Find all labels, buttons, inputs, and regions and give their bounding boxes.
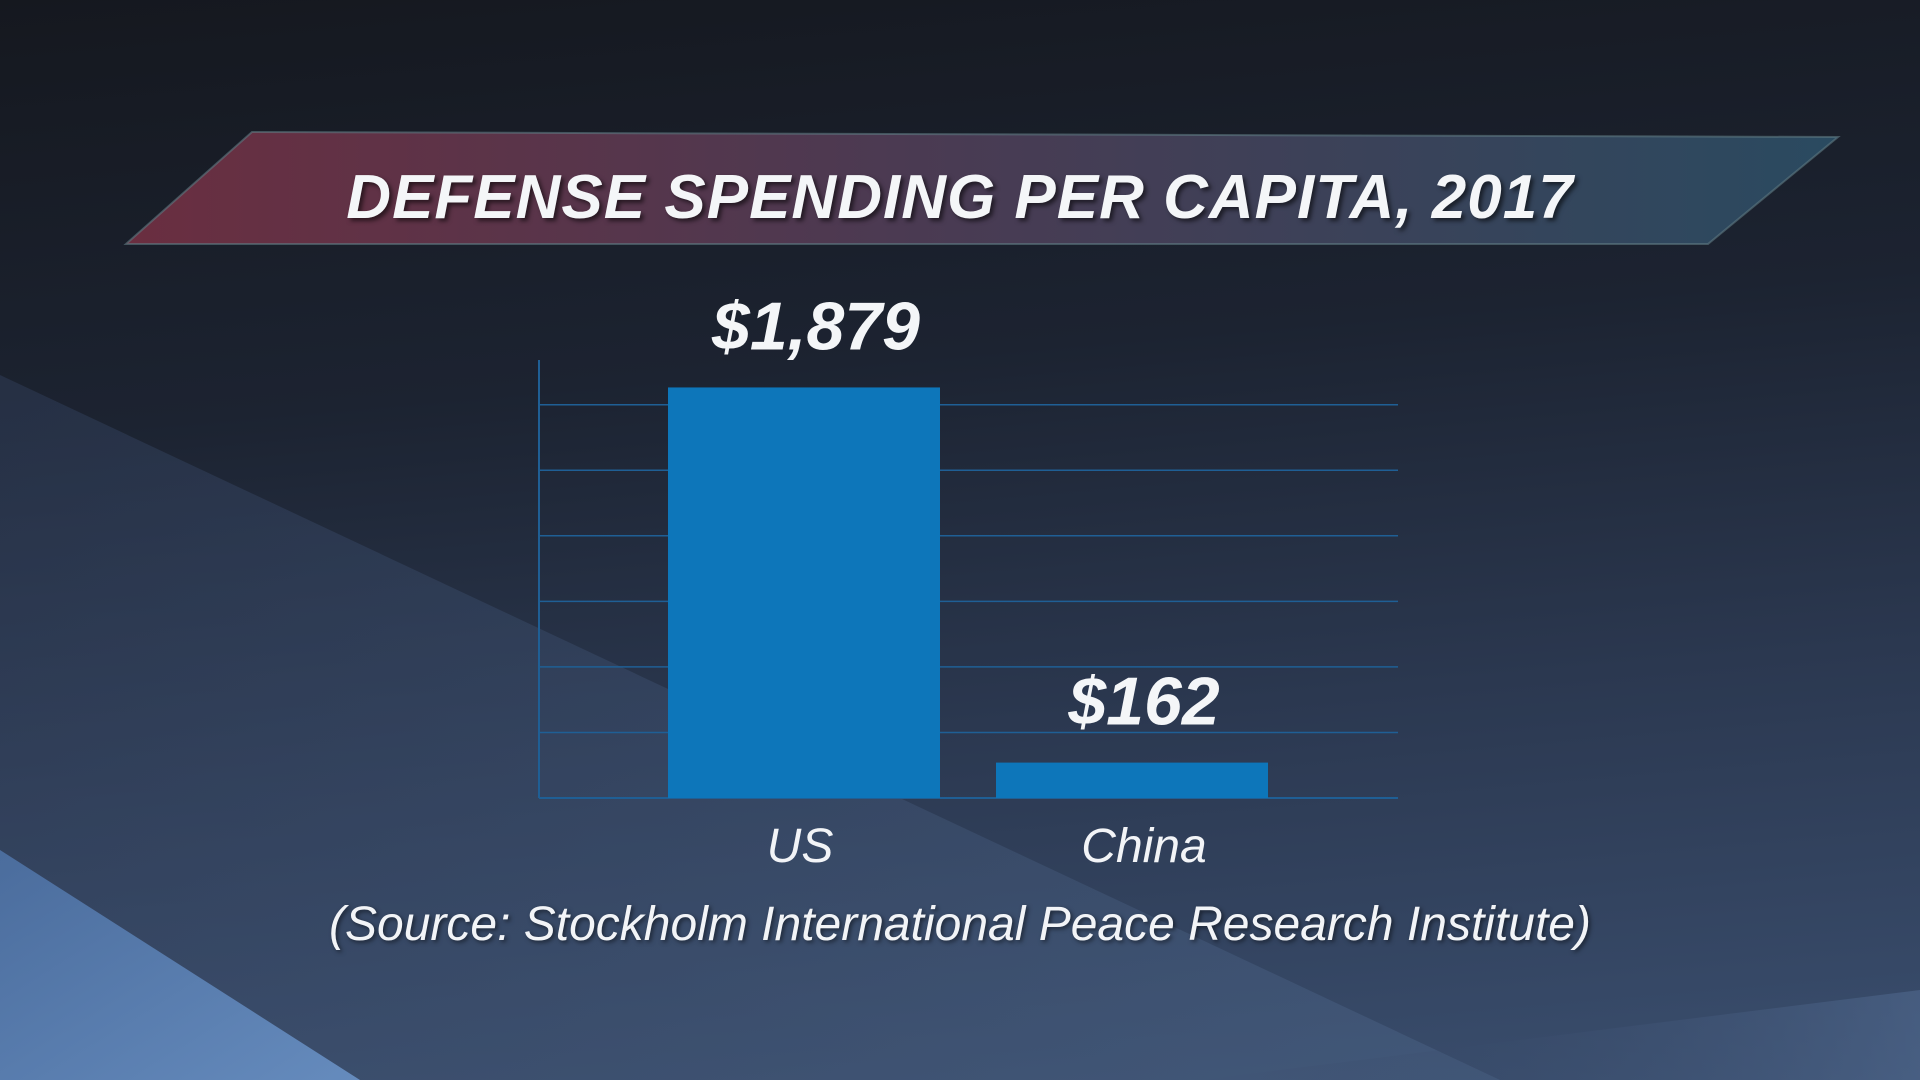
grid-lines	[539, 403, 1398, 799]
category-labels: US China	[767, 820, 1207, 873]
category-label-china: China	[1081, 820, 1206, 873]
data-label-china: $162	[1067, 664, 1219, 740]
bar-us	[668, 387, 940, 798]
source-note: (Source: Stockholm International Peace R…	[329, 898, 1591, 951]
bars	[668, 387, 1268, 798]
chart-title: DEFENSE SPENDING PER CAPITA, 2017	[346, 163, 1574, 232]
data-labels: $1,879 $162	[711, 288, 1220, 739]
bar-china	[996, 762, 1268, 798]
title-banner	[123, 130, 1841, 245]
category-label-us: US	[767, 820, 834, 873]
data-label-us: $1,879	[711, 288, 920, 364]
